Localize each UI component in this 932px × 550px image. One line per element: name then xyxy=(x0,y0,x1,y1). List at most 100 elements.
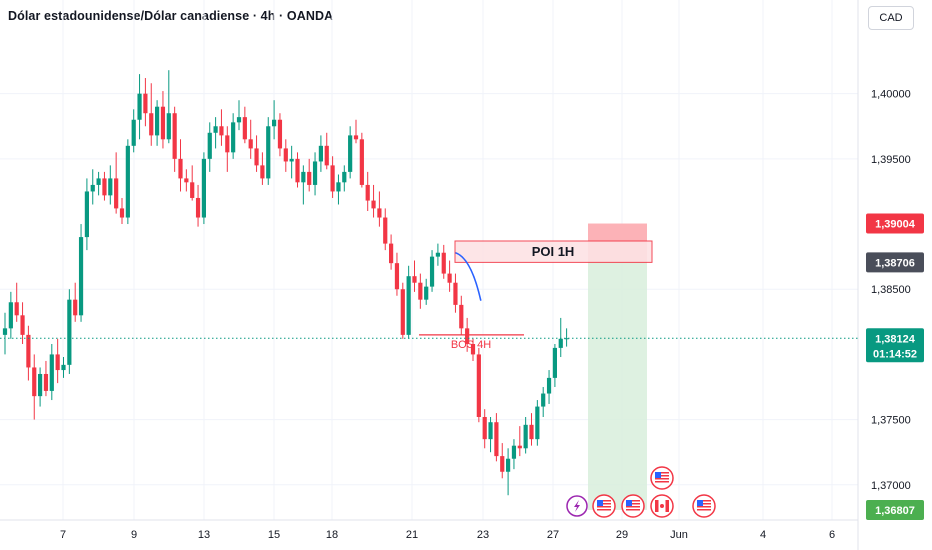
us-flag-icon[interactable] xyxy=(692,494,716,518)
candle-body xyxy=(78,237,84,316)
candle-body xyxy=(225,135,230,153)
canada-flag-icon[interactable] xyxy=(650,494,674,518)
candle-body xyxy=(295,158,300,183)
candle-body xyxy=(318,145,323,162)
projection-curve xyxy=(455,251,482,301)
candle-body xyxy=(149,113,154,136)
x-tick-label: 13 xyxy=(198,529,210,541)
candle-body xyxy=(424,286,429,300)
flag-band xyxy=(655,500,659,512)
us-flag-icon[interactable] xyxy=(650,466,674,490)
candle-body xyxy=(546,377,552,394)
candle-body xyxy=(213,126,218,133)
x-axis: 7 9 13 15 18 21 23 27 29 Jun 4 6 xyxy=(60,529,835,541)
y-tick-label: 1,37500 xyxy=(871,415,911,427)
candle-body xyxy=(441,252,446,274)
candle-body xyxy=(447,273,452,283)
candle-body xyxy=(67,299,72,365)
poi-box xyxy=(454,240,653,263)
candle-body xyxy=(383,217,388,244)
candle-body xyxy=(371,200,376,209)
candle-body xyxy=(459,304,464,329)
x-tick-label: 7 xyxy=(60,529,66,541)
candle-body xyxy=(131,119,136,146)
candle-body xyxy=(488,422,493,440)
target-price-badge-bg xyxy=(866,499,924,520)
target-price-badge: 1,36807 xyxy=(875,505,915,517)
candle-body xyxy=(172,113,177,159)
candle-body xyxy=(289,158,294,162)
flag-canton xyxy=(626,500,632,506)
candle-body xyxy=(429,256,435,287)
x-tick-label: 23 xyxy=(477,529,489,541)
flag-stripe xyxy=(655,481,669,483)
poi-label: POI 1H xyxy=(532,244,575,259)
flag-stripe xyxy=(655,478,669,480)
currency-selector[interactable]: CAD xyxy=(868,6,914,30)
candle-body xyxy=(529,424,534,440)
overlays-layer: POI 1H BOS 4H xyxy=(0,240,858,351)
flag-stripe xyxy=(597,503,611,505)
candle-body xyxy=(312,161,318,185)
flag-stripe xyxy=(697,506,711,508)
chart-title: Dólar estadounidense/Dólar canadiense · … xyxy=(8,9,334,23)
candle-body xyxy=(96,178,101,185)
us-flag-icon[interactable] xyxy=(621,494,645,518)
grid-lines xyxy=(0,0,859,550)
candle-body xyxy=(160,106,166,140)
candle-body xyxy=(102,178,107,196)
candle-body xyxy=(564,338,569,340)
candle-body xyxy=(500,456,505,472)
candle-body xyxy=(90,184,95,192)
candle-body xyxy=(277,119,283,149)
candle-body xyxy=(84,191,89,238)
candle-body xyxy=(511,445,517,459)
current-price-badge-bg xyxy=(866,328,924,363)
candle-body xyxy=(272,119,277,127)
candle-body xyxy=(283,148,288,162)
candle-body xyxy=(32,367,37,397)
candle-body xyxy=(231,122,236,153)
x-tick-label: 18 xyxy=(326,529,338,541)
candle-body xyxy=(43,373,49,391)
candle-body xyxy=(435,252,440,257)
y-tick-label: 1,39500 xyxy=(871,154,911,166)
candle-body xyxy=(406,276,411,335)
candle-body xyxy=(114,178,119,209)
candle-body xyxy=(73,299,78,316)
candle-body xyxy=(219,126,224,136)
candle-body xyxy=(254,148,259,166)
candle-body xyxy=(143,93,148,114)
stop-price-badge-bg xyxy=(866,213,924,234)
y-axis: 1,40000 1,39500 1,38500 1,37500 1,37000 1,390… xyxy=(866,89,924,520)
candle-body xyxy=(178,158,183,179)
x-tick-label: 4 xyxy=(760,529,766,541)
flag-stripe xyxy=(697,500,711,502)
x-tick-label: 6 xyxy=(829,529,835,541)
candle-body xyxy=(301,171,306,183)
economic-events[interactable] xyxy=(566,466,716,518)
candles-layer xyxy=(2,70,569,496)
flag-stripe xyxy=(697,503,711,505)
lightning-icon[interactable] xyxy=(566,495,588,517)
flag-stripe xyxy=(626,506,640,508)
candle-body xyxy=(266,126,271,179)
candle-body xyxy=(190,182,195,198)
candle-body xyxy=(108,178,113,196)
candle-body xyxy=(137,93,142,120)
candle-body xyxy=(535,406,540,440)
maple-leaf xyxy=(660,504,664,508)
candle-body xyxy=(119,208,125,218)
candle-body xyxy=(348,135,353,172)
candle-body xyxy=(482,417,487,440)
candle-body xyxy=(166,113,171,140)
candle-body xyxy=(55,354,60,371)
candle-body xyxy=(184,178,189,183)
us-flag-icon[interactable] xyxy=(592,494,616,518)
candle-body xyxy=(353,135,359,140)
x-tick-label: Jun xyxy=(670,529,688,541)
flag-stripe xyxy=(626,503,640,505)
flag-stripe xyxy=(655,475,669,477)
candle-body xyxy=(400,289,405,335)
